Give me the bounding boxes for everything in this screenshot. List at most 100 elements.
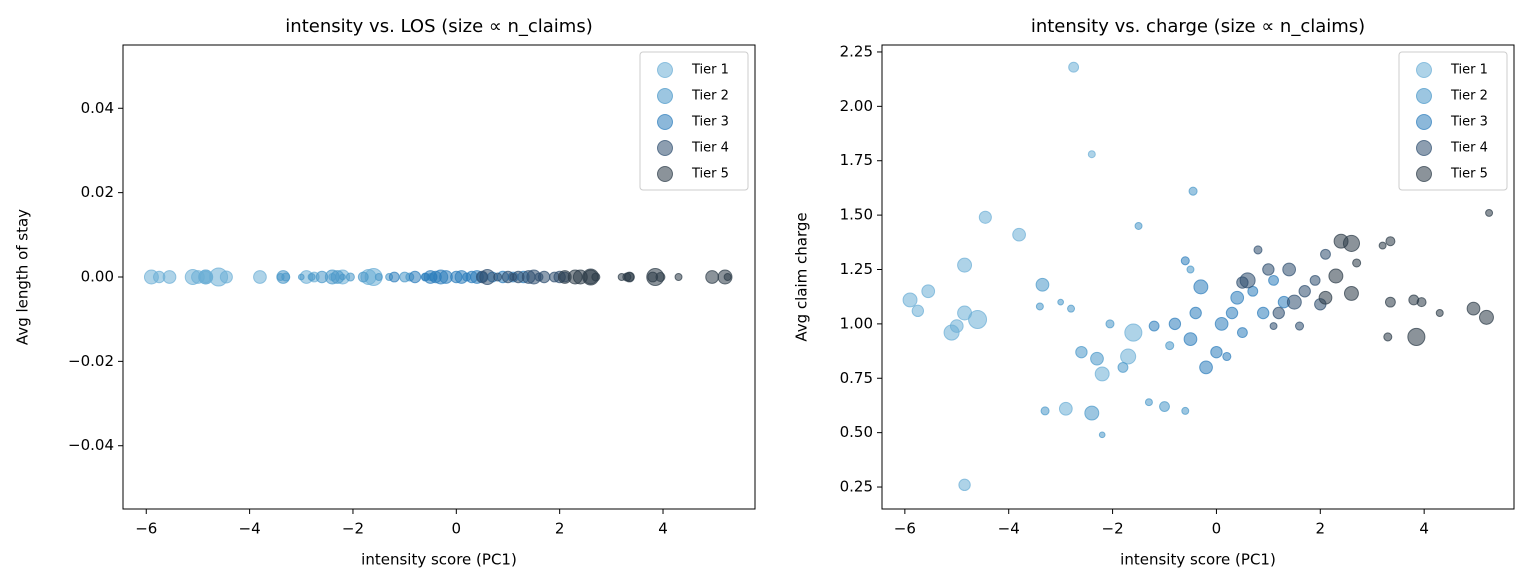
legend-marker [657,140,673,156]
point [1057,298,1064,306]
x-tick-label: −2 [342,520,364,538]
point [420,272,430,282]
point [1295,321,1305,331]
legend-label: Tier 5 [691,167,729,182]
point [374,273,383,281]
point [509,273,518,281]
point [1222,351,1232,362]
legend-marker [657,166,673,182]
point [1183,332,1198,346]
point [1435,309,1444,317]
axes-frame [881,44,1515,510]
point [1094,366,1110,382]
point [1384,296,1396,308]
legend-label: Tier 4 [691,141,729,156]
point [1040,406,1050,416]
point [1416,297,1427,308]
point [219,270,233,284]
x-tick-label: −4 [239,520,261,538]
x-tick-label: −4 [998,520,1020,538]
point [921,284,936,299]
point [1343,285,1359,301]
legend: Tier 1 Tier 2 Tier 3 Tier 4 Tier 5 [639,51,749,191]
point [297,273,305,281]
y-tick-label: 0.02 [81,183,114,201]
point [705,270,719,284]
y-tick-label: 2.00 [840,97,873,115]
point [1230,290,1245,305]
point [1012,227,1026,242]
x-tick-label: 2 [1316,520,1326,538]
point [902,292,918,308]
x-tick-label: 4 [1419,520,1429,538]
point [1159,401,1170,412]
point [1035,302,1044,311]
point [1239,272,1256,289]
point [1090,351,1104,366]
legend-label: Tier 4 [1450,141,1488,156]
legend-marker [657,114,673,130]
point [1124,323,1143,342]
point [1148,320,1160,332]
point [1214,317,1229,331]
point [1272,306,1285,320]
x-tick-label: −6 [894,520,916,538]
legend-marker [1416,62,1432,78]
point [408,270,422,284]
y-tick-label: −0.04 [68,436,114,454]
point [339,273,346,281]
point [1098,431,1106,439]
point [1225,306,1239,320]
point [646,267,665,287]
point [1084,405,1100,421]
axes-frame [122,44,756,510]
point [623,271,635,283]
point [345,272,355,282]
legend-label: Tier 3 [1450,115,1488,130]
point [1269,322,1278,331]
point [978,210,992,224]
x-tick-label: 0 [1212,520,1222,538]
legend-label: Tier 5 [1450,167,1488,182]
point [357,271,369,283]
point [1186,265,1195,274]
x-tick-label: 2 [555,520,565,538]
chart-title: intensity vs. LOS (size ∝ n_claims) [285,16,592,37]
legend: Tier 1 Tier 2 Tier 3 Tier 4 Tier 5 [1398,51,1508,191]
y-tick-label: 1.00 [840,314,873,332]
y-tick-label: 0.04 [81,99,114,117]
point [1236,327,1248,339]
y-tick-label: 0.00 [81,268,114,286]
point [1180,256,1190,266]
point [1309,274,1321,286]
legend-marker [1416,140,1432,156]
legend-label: Tier 2 [1450,89,1488,104]
y-tick-label: 1.50 [840,206,873,224]
y-tick-label: 1.25 [840,260,873,278]
point [1256,306,1270,320]
point [1120,348,1137,365]
legend-marker [1416,166,1432,182]
point [1378,241,1387,250]
legend-label: Tier 1 [691,63,729,78]
point [1485,208,1494,217]
point [1035,277,1050,292]
legend-label: Tier 2 [691,89,729,104]
point [957,257,973,273]
x-axis-label: intensity score (PC1) [361,551,517,569]
point [1210,345,1223,359]
x-tick-label: −6 [135,520,157,538]
point [1479,309,1494,325]
y-axis-label: Avg claim charge [793,212,811,341]
point [1199,360,1213,375]
y-tick-label: 0.25 [840,478,873,496]
point [1168,317,1182,331]
point [1328,268,1344,284]
point [1189,306,1202,320]
legend-marker [657,88,673,104]
y-tick-label: 2.25 [840,42,873,60]
point [1286,294,1302,310]
x-tick-label: 0 [452,520,462,538]
